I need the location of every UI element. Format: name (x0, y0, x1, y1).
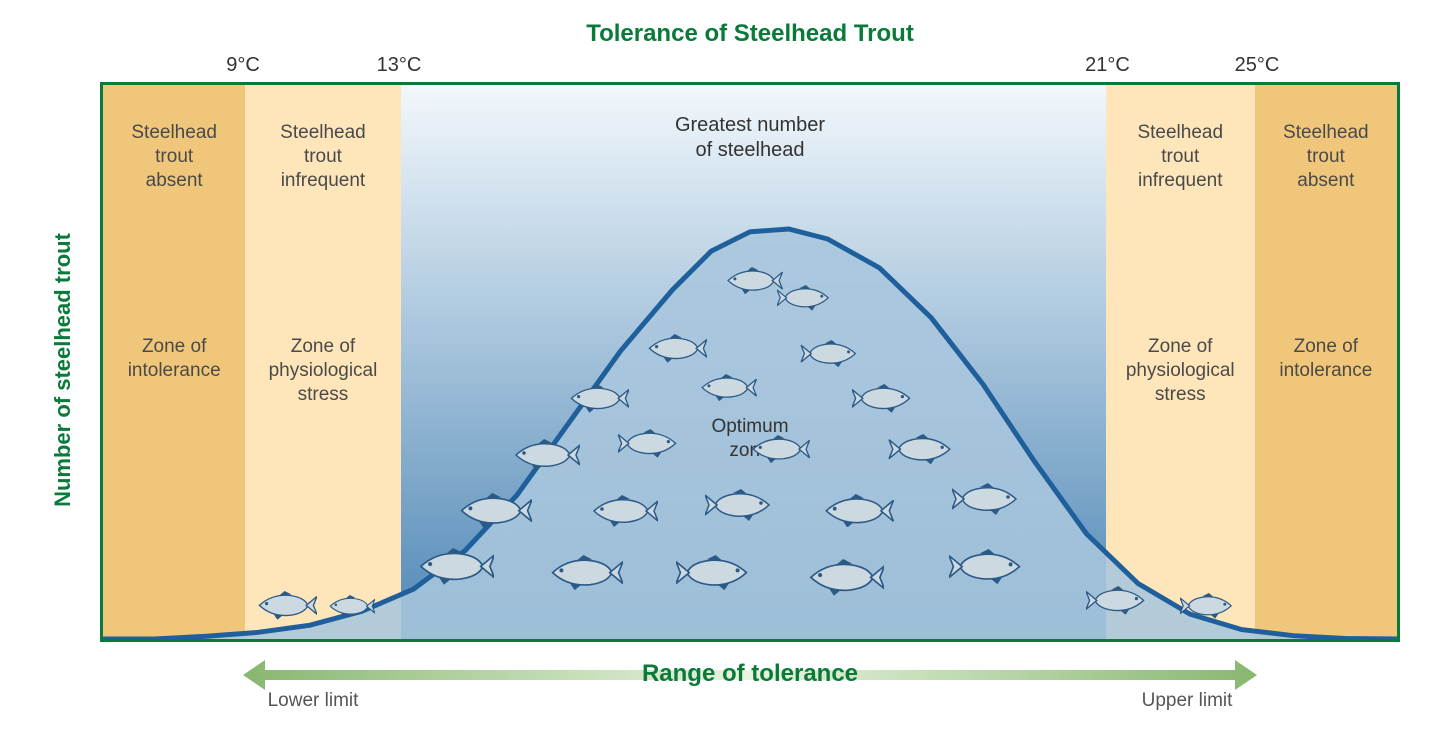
zone-z4: SteelheadtroutinfrequentZone ofphysiolog… (1106, 85, 1255, 639)
zone-bottom-text: Zone ofintolerance (1255, 335, 1397, 383)
fish-icon (644, 334, 714, 366)
fish-icon (1180, 593, 1250, 625)
zone-bottom-text: Zone ofphysiologicalstress (1106, 335, 1255, 406)
temp-label: 21°C (1085, 54, 1130, 77)
y-axis-label: Number of steelhead trout (50, 233, 76, 507)
fish-icon (618, 429, 688, 461)
fish-icon (852, 384, 922, 416)
fish-icon (804, 559, 874, 591)
fish-icon (889, 434, 959, 466)
fish-icon (952, 483, 1022, 515)
plot-area: SteelheadtroutabsentZone ofintoleranceSt… (100, 82, 1400, 642)
fish-icon (820, 494, 890, 526)
fish-icon (546, 555, 616, 587)
fish-icon (777, 285, 847, 317)
fish-icon (566, 384, 636, 416)
fish-icon (254, 591, 324, 623)
zone-z2: SteelheadtroutinfrequentZone ofphysiolog… (245, 85, 400, 639)
fish-icon (414, 548, 484, 580)
lower-limit-label: Lower limit (268, 690, 359, 712)
fish-icon (697, 374, 767, 406)
zone-z1: SteelheadtroutabsentZone ofintolerance (103, 85, 245, 639)
fish-icon (1086, 586, 1156, 618)
fish-icon (326, 595, 396, 627)
fish-icon (510, 439, 580, 471)
temp-label: 25°C (1235, 54, 1280, 77)
temp-label: 13°C (377, 54, 422, 77)
temp-label: 9°C (226, 54, 260, 77)
chart-title: Tolerance of Steelhead Trout (100, 20, 1400, 48)
zone-z5: SteelheadtroutabsentZone ofintolerance (1255, 85, 1397, 639)
fish-icon (705, 489, 775, 521)
tolerance-chart: Tolerance of Steelhead Trout Number of s… (100, 20, 1400, 720)
fish-icon (455, 493, 525, 525)
upper-limit-label: Upper limit (1142, 690, 1233, 712)
zone-bottom-text: Zone ofintolerance (103, 335, 245, 383)
fish-icon (949, 549, 1019, 581)
range-of-tolerance-arrow (243, 660, 1257, 690)
greatest-number-label: Greatest numberof steelhead (103, 113, 1397, 163)
zone-bottom-text: Zone ofphysiologicalstress (245, 335, 400, 406)
fish-icon (801, 340, 871, 372)
fish-icon (748, 435, 818, 467)
fish-icon (676, 555, 746, 587)
fish-icon (588, 495, 658, 527)
